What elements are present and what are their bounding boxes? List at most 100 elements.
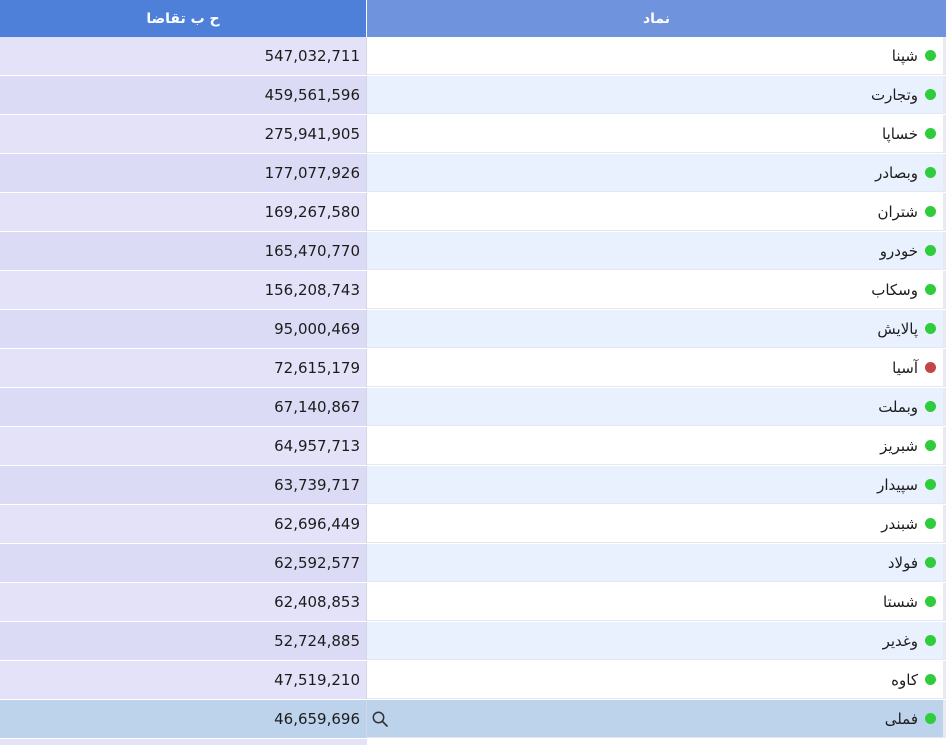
partial-next-row bbox=[0, 739, 946, 745]
row-edge bbox=[943, 466, 946, 504]
row-edge bbox=[943, 154, 946, 192]
symbol-label: وتجارت bbox=[870, 85, 918, 104]
row-edge bbox=[943, 388, 946, 426]
symbol-label: وبصادر bbox=[875, 163, 918, 182]
symbol-cell[interactable]: وبصادر bbox=[367, 154, 943, 192]
table-row[interactable]: 52,724,885 وغدیر bbox=[0, 622, 946, 661]
table-row[interactable]: 67,140,867 وبملت bbox=[0, 388, 946, 427]
status-dot-icon bbox=[925, 128, 936, 139]
status-dot-icon bbox=[925, 713, 936, 724]
table-row[interactable]: 275,941,905 خساپا bbox=[0, 115, 946, 154]
status-dot-icon bbox=[925, 479, 936, 490]
symbol-cell[interactable]: وتجارت bbox=[367, 76, 943, 114]
status-dot-icon bbox=[925, 518, 936, 529]
row-edge bbox=[943, 193, 946, 231]
symbol-cell[interactable]: شبریز bbox=[367, 427, 943, 465]
symbol-label: شبندر bbox=[881, 514, 918, 533]
table-row[interactable]: 62,696,449 شبندر bbox=[0, 505, 946, 544]
symbol-cell[interactable]: شتران bbox=[367, 193, 943, 231]
table-row[interactable]: 459,561,596 وتجارت bbox=[0, 76, 946, 115]
symbol-label: وسکاب bbox=[871, 280, 918, 299]
status-dot-icon bbox=[925, 167, 936, 178]
symbol-label: وغدیر bbox=[882, 631, 918, 650]
status-dot-icon bbox=[925, 440, 936, 451]
demand-value-cell: 156,208,743 bbox=[0, 271, 367, 309]
symbol-label: آسیا bbox=[892, 358, 918, 377]
row-edge bbox=[943, 271, 946, 309]
symbol-label: شپنا bbox=[891, 46, 918, 65]
demand-value-cell: 62,592,577 bbox=[0, 544, 367, 582]
table-row[interactable]: 156,208,743 وسکاب bbox=[0, 271, 946, 310]
symbol-cell[interactable]: خساپا bbox=[367, 115, 943, 153]
table-row[interactable]: 47,519,210 کاوه bbox=[0, 661, 946, 700]
table-header: ح ب تقاضا نماد bbox=[0, 0, 946, 37]
status-dot-icon bbox=[925, 362, 936, 373]
table-row[interactable]: 165,470,770 خودرو bbox=[0, 232, 946, 271]
table-row[interactable]: 63,739,717 سپیدار bbox=[0, 466, 946, 505]
row-edge bbox=[943, 544, 946, 582]
demand-value-cell: 63,739,717 bbox=[0, 466, 367, 504]
symbol-label: شتران bbox=[877, 202, 918, 221]
symbol-cell[interactable]: کاوه bbox=[367, 661, 943, 699]
status-dot-icon bbox=[925, 557, 936, 568]
symbol-label: فولاد bbox=[887, 553, 918, 572]
table-row[interactable]: 169,267,580 شتران bbox=[0, 193, 946, 232]
demand-value-cell: 459,561,596 bbox=[0, 76, 367, 114]
table-row[interactable]: 547,032,711 شپنا bbox=[0, 37, 946, 76]
row-edge bbox=[943, 622, 946, 660]
demand-value-cell: 177,077,926 bbox=[0, 154, 367, 192]
symbol-cell[interactable]: پالایش bbox=[367, 310, 943, 348]
column-header-symbol[interactable]: نماد bbox=[367, 0, 946, 37]
demand-value-cell: 95,000,469 bbox=[0, 310, 367, 348]
table-row[interactable]: 64,957,713 شبریز bbox=[0, 427, 946, 466]
symbol-cell[interactable]: وبملت bbox=[367, 388, 943, 426]
status-dot-icon bbox=[925, 89, 936, 100]
symbol-cell[interactable]: آسیا bbox=[367, 349, 943, 387]
row-edge bbox=[943, 700, 946, 738]
symbol-cell[interactable]: خودرو bbox=[367, 232, 943, 270]
symbol-label: خساپا bbox=[882, 124, 918, 143]
table-row[interactable]: 62,408,853 شستا bbox=[0, 583, 946, 622]
demand-value-cell: 64,957,713 bbox=[0, 427, 367, 465]
status-dot-icon bbox=[925, 401, 936, 412]
symbol-cell[interactable]: سپیدار bbox=[367, 466, 943, 504]
symbol-cell[interactable]: شستا bbox=[367, 583, 943, 621]
symbol-label: فملی bbox=[884, 709, 918, 728]
demand-value-cell: 46,659,696 bbox=[0, 700, 367, 738]
table-row[interactable]: 95,000,469 پالایش bbox=[0, 310, 946, 349]
status-dot-icon bbox=[925, 323, 936, 334]
symbol-cell[interactable]: شپنا bbox=[367, 37, 943, 75]
row-edge bbox=[943, 76, 946, 114]
search-icon[interactable] bbox=[371, 710, 389, 728]
symbol-label: خودرو bbox=[879, 241, 918, 260]
symbol-label: کاوه bbox=[891, 670, 918, 689]
row-edge bbox=[943, 583, 946, 621]
symbol-cell[interactable]: فملی bbox=[367, 700, 943, 738]
symbol-label: سپیدار bbox=[877, 475, 918, 494]
demand-value-cell: 547,032,711 bbox=[0, 37, 367, 75]
symbol-label: شستا bbox=[882, 592, 918, 611]
symbol-cell[interactable]: وغدیر bbox=[367, 622, 943, 660]
demand-value-cell: 165,470,770 bbox=[0, 232, 367, 270]
symbol-label: شبریز bbox=[880, 436, 918, 455]
table-row[interactable]: 46,659,696 فملی bbox=[0, 700, 946, 739]
symbol-cell[interactable]: شبندر bbox=[367, 505, 943, 543]
status-dot-icon bbox=[925, 50, 936, 61]
table-row[interactable]: 72,615,179 آسیا bbox=[0, 349, 946, 388]
row-edge bbox=[943, 349, 946, 387]
row-edge bbox=[943, 427, 946, 465]
row-edge bbox=[943, 505, 946, 543]
demand-value-cell: 72,615,179 bbox=[0, 349, 367, 387]
demand-value-cell: 62,408,853 bbox=[0, 583, 367, 621]
symbol-cell[interactable]: وسکاب bbox=[367, 271, 943, 309]
table-row[interactable]: 62,592,577 فولاد bbox=[0, 544, 946, 583]
symbol-label: وبملت bbox=[878, 397, 918, 416]
demand-value-cell: 67,140,867 bbox=[0, 388, 367, 426]
table-body: 547,032,711 شپنا 459,561,596 وتجارت 275,941,… bbox=[0, 37, 946, 739]
demand-value-cell: 169,267,580 bbox=[0, 193, 367, 231]
status-dot-icon bbox=[925, 674, 936, 685]
symbol-cell[interactable]: فولاد bbox=[367, 544, 943, 582]
table-row[interactable]: 177,077,926 وبصادر bbox=[0, 154, 946, 193]
column-header-demand-value[interactable]: ح ب تقاضا bbox=[0, 0, 367, 37]
